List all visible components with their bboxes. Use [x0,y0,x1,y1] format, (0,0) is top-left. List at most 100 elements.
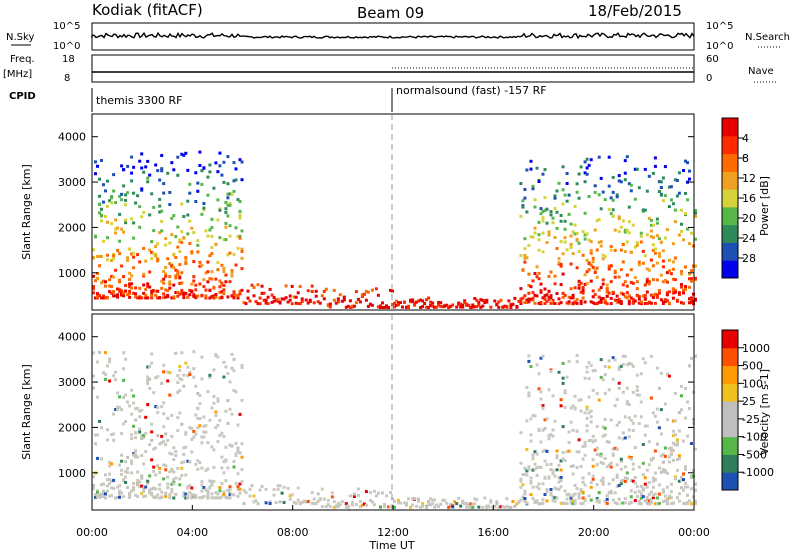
heatmap-cell [358,499,362,503]
nsky-tick-top: 10^5 [53,21,80,32]
heatmap-cell [226,182,230,186]
heatmap-cell [228,493,232,497]
colorbar-swatch [722,454,738,473]
heatmap-cell [531,298,535,302]
heatmap-cell [144,432,148,435]
heatmap-cell [684,192,687,195]
heatmap-cell [158,483,162,487]
heatmap-cell [200,169,204,173]
heatmap-cell [142,283,146,287]
heatmap-cell [589,158,593,162]
heatmap-cell [657,483,661,487]
heatmap-cell [555,247,559,250]
heatmap-cell [104,377,107,381]
heatmap-cell [204,271,208,275]
heatmap-cell [694,276,697,280]
heatmap-cell [98,294,101,298]
heatmap-cell [122,230,126,234]
heatmap-cell [519,254,523,258]
heatmap-cell [196,189,200,193]
heatmap-cell [216,397,220,401]
heatmap-cell [226,421,230,425]
heatmap-cell [645,468,649,472]
heatmap-cell [228,192,232,196]
heatmap-cell [196,426,200,430]
heatmap-cell [314,289,318,293]
heatmap-cell [140,296,144,300]
heatmap-cell [168,262,172,266]
heatmap-cell [667,496,671,500]
heatmap-cell [118,252,122,256]
colorbar-tick-label: 25 [742,395,756,408]
heatmap-cell [515,305,519,308]
heatmap-cell [529,476,533,480]
heatmap-cell [108,199,112,203]
heatmap-cell [194,413,198,417]
heatmap-cell [643,424,647,428]
heatmap-cell [637,465,641,469]
heatmap-cell [411,503,415,507]
heatmap-cell [138,205,142,209]
heatmap-cell [196,417,200,420]
heatmap-cell [593,271,597,274]
heatmap-cell [182,296,186,300]
heatmap-cell [364,289,368,293]
colorbar-tick-label: 100 [742,377,763,390]
heatmap-cell [118,194,122,198]
heatmap-cell [415,504,419,508]
heatmap-cell [563,240,567,244]
heatmap-cell [208,170,212,174]
heatmap-cell [487,504,491,508]
heatmap-cell [124,357,128,361]
heatmap-cell [150,289,154,293]
heatmap-cell [164,274,168,278]
heatmap-cell [92,256,95,260]
heatmap-cell [669,198,673,202]
heatmap-cell [172,252,176,256]
heatmap-cell [184,292,188,295]
heatmap-cell [459,504,463,508]
heatmap-cell [587,494,591,498]
heatmap-cell [569,500,573,503]
heatmap-cell [156,410,160,414]
nsky-tick-bottom: 10^0 [53,41,80,52]
heatmap-cell [597,218,601,222]
heatmap-cell [537,220,541,224]
heatmap-cell [619,300,623,304]
heatmap-cell [627,205,631,209]
heatmap-cell [519,498,523,502]
heatmap-cell [222,360,226,364]
heatmap-cell [680,230,683,233]
heatmap-cell [655,234,659,238]
heatmap-cell [563,236,567,240]
heatmap-cell [170,216,174,220]
heatmap-cell [579,488,583,492]
heatmap-cell [100,214,103,218]
heatmap-cell [405,501,408,505]
heatmap-cell [643,499,647,503]
heatmap-cell [130,433,134,437]
heatmap-cell [688,407,691,410]
heatmap-cell [128,247,132,251]
heatmap-cell [112,486,116,490]
power-colorbar-label: Power [dB] [758,176,771,236]
heatmap-cell [316,492,320,496]
y-tick-label: 2000 [58,421,86,434]
heatmap-cell [178,389,182,393]
heatmap-cell [593,228,597,232]
heatmap-cell [547,437,551,441]
heatmap-cell [330,491,334,495]
heatmap-cell [591,295,595,299]
heatmap-cell [272,493,276,497]
heatmap-cell [114,201,118,205]
heatmap-cell [116,249,120,252]
heatmap-cell [655,293,659,297]
heatmap-cell [206,280,210,284]
heatmap-cell [381,301,384,305]
heatmap-cell [334,301,338,305]
heatmap-cell [216,355,220,359]
heatmap-cell [190,427,194,431]
heatmap-cell [609,212,613,216]
heatmap-cell [154,163,158,167]
